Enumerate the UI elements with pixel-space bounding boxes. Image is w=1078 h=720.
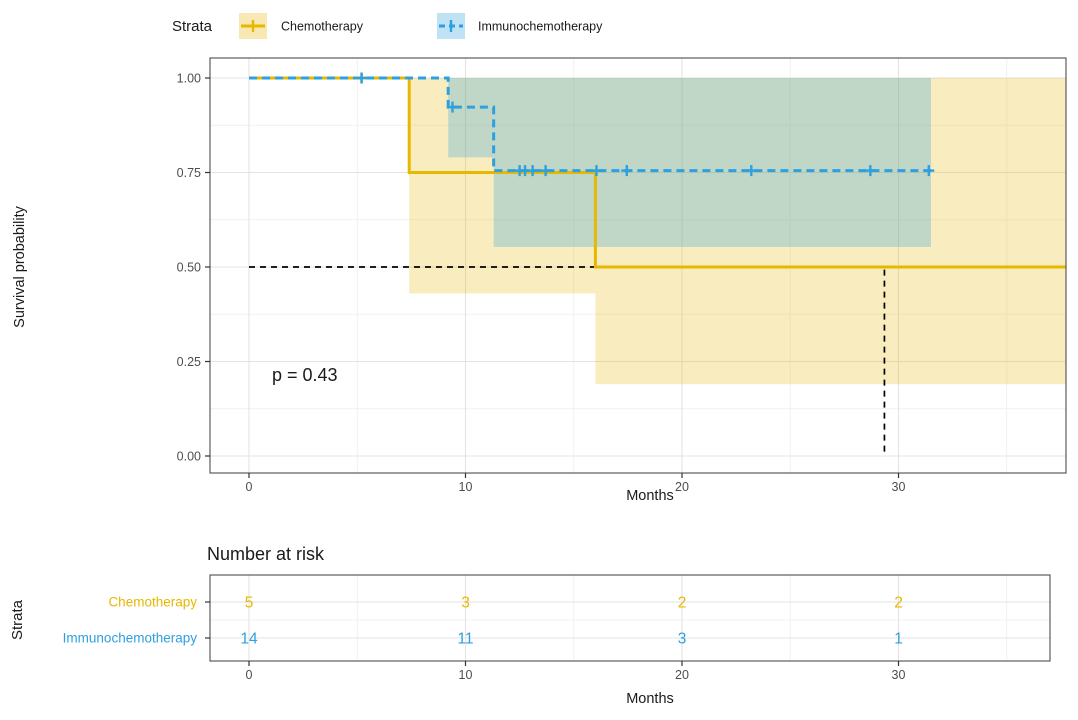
risk-x-axis-tick-label: 30 <box>892 668 906 682</box>
legend-key-immuno-dashed-line-icon <box>439 20 463 32</box>
legend-key-chemo-line-icon <box>241 20 265 32</box>
risk-x-axis-tick-label: 10 <box>459 668 473 682</box>
censor-mark-immunochemotherapy <box>527 165 539 177</box>
censor-mark-immunochemotherapy <box>447 101 459 113</box>
x-axis-tick-label: 20 <box>675 480 689 494</box>
legend-item-immunochemotherapy: Immunochemotherapy <box>437 13 603 39</box>
y-axis-tick-label: 0.75 <box>177 166 201 180</box>
ci-band-immunochemotherapy <box>493 78 931 247</box>
risk-count: 5 <box>245 595 254 612</box>
risk-table-panel: 5 3 2 214 11 3 10 10 20 30 <box>205 574 1051 682</box>
risk-table-axis-title: Strata <box>9 599 26 640</box>
censor-mark-immunochemotherapy <box>745 165 757 177</box>
censor-mark-immunochemotherapy <box>540 165 552 177</box>
x-axis-tick-label: 10 <box>459 480 473 494</box>
legend: Strata Chemotherapy Immunochemotherapy <box>172 13 603 39</box>
risk-count: 3 <box>461 595 470 612</box>
risk-row-label-immunochemotherapy: Immunochemotherapy <box>63 631 198 646</box>
risk-count: 14 <box>240 631 258 648</box>
median-survival-line <box>249 266 886 456</box>
legend-label-chemotherapy: Chemotherapy <box>281 20 364 34</box>
legend-label-immunochemotherapy: Immunochemotherapy <box>478 20 603 34</box>
survival-plot-panel: 0 10 20 30 0.00 0.25 0.50 0.75 1.00 <box>177 57 1067 494</box>
risk-panel-border <box>209 574 1051 662</box>
risk-table-x-axis-title: Months <box>626 691 674 707</box>
ci-band-chemotherapy <box>409 78 596 294</box>
y-axis-tick-label: 1.00 <box>177 72 201 86</box>
y-axis-title: Survival probability <box>12 205 28 327</box>
legend-item-chemotherapy: Chemotherapy <box>239 13 364 39</box>
risk-table-title: Number at risk <box>207 544 325 564</box>
risk-x-axis-tick-label: 20 <box>675 668 689 682</box>
censor-mark-immunochemotherapy <box>590 165 602 177</box>
x-axis-title: Months <box>626 488 674 504</box>
pvalue-annotation: p = 0.43 <box>272 365 338 385</box>
risk-count: 11 <box>457 631 473 648</box>
panel-border <box>209 57 1067 474</box>
ci-band-chemotherapy <box>595 78 1067 385</box>
censor-mark-immunochemotherapy <box>621 165 633 177</box>
x-axis-tick-label: 30 <box>892 480 906 494</box>
censor-mark-immunochemotherapy <box>356 72 368 84</box>
censor-mark-immunochemotherapy <box>923 165 935 177</box>
legend-title: Strata <box>172 18 213 35</box>
y-axis-tick-label: 0.00 <box>177 450 201 464</box>
risk-count: 2 <box>678 595 687 612</box>
ci-band-immunochemotherapy <box>448 78 494 158</box>
risk-count: 1 <box>894 631 903 648</box>
risk-row-label-chemotherapy: Chemotherapy <box>108 595 197 610</box>
x-axis-tick-label: 0 <box>246 480 253 494</box>
risk-x-axis-tick-label: 0 <box>246 668 253 682</box>
risk-count: 3 <box>678 631 687 648</box>
risk-count: 2 <box>894 595 903 612</box>
km-curve-immunochemotherapy <box>249 76 934 173</box>
censor-mark-immunochemotherapy <box>864 165 876 177</box>
y-axis-tick-label: 0.50 <box>177 261 201 275</box>
y-axis-tick-label: 0.25 <box>177 355 201 369</box>
